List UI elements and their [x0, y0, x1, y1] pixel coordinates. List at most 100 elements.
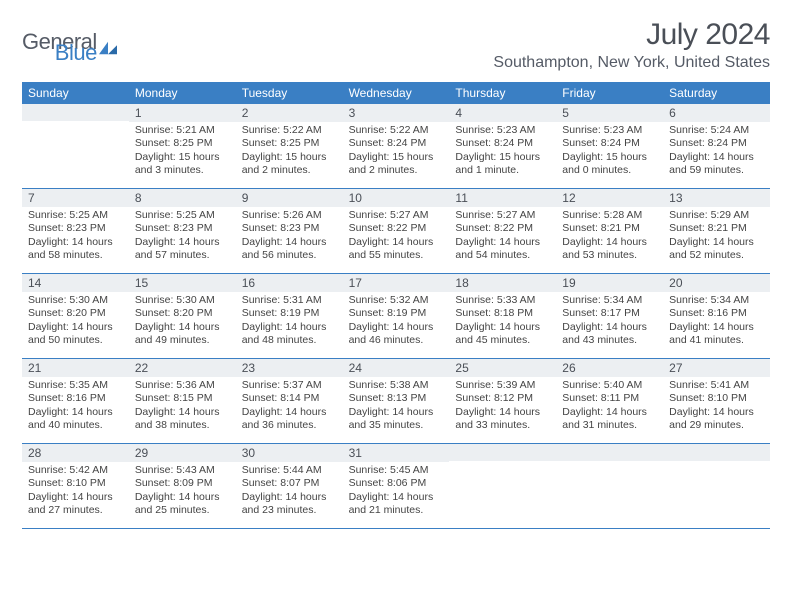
daylight-text: Daylight: 15 hours and 3 minutes.	[135, 151, 230, 178]
sunset-text: Sunset: 8:11 PM	[562, 392, 657, 405]
weekday-label: Thursday	[449, 82, 556, 104]
sunset-text: Sunset: 8:16 PM	[28, 392, 123, 405]
day-cell: 14Sunrise: 5:30 AMSunset: 8:20 PMDayligh…	[22, 274, 129, 358]
sunset-text: Sunset: 8:19 PM	[349, 307, 444, 320]
sunrise-text: Sunrise: 5:30 AM	[28, 294, 123, 307]
sunrise-text: Sunrise: 5:22 AM	[242, 124, 337, 137]
day-cell: 21Sunrise: 5:35 AMSunset: 8:16 PMDayligh…	[22, 359, 129, 443]
day-content: Sunrise: 5:27 AMSunset: 8:22 PMDaylight:…	[343, 207, 450, 267]
day-number: 17	[343, 274, 450, 292]
day-content: Sunrise: 5:43 AMSunset: 8:09 PMDaylight:…	[129, 462, 236, 522]
day-number: 24	[343, 359, 450, 377]
day-number: 15	[129, 274, 236, 292]
day-cell: 20Sunrise: 5:34 AMSunset: 8:16 PMDayligh…	[663, 274, 770, 358]
sunrise-text: Sunrise: 5:30 AM	[135, 294, 230, 307]
day-number: 22	[129, 359, 236, 377]
sunset-text: Sunset: 8:24 PM	[349, 137, 444, 150]
day-content: Sunrise: 5:28 AMSunset: 8:21 PMDaylight:…	[556, 207, 663, 267]
day-number: 18	[449, 274, 556, 292]
day-number: 12	[556, 189, 663, 207]
day-number: 13	[663, 189, 770, 207]
daylight-text: Daylight: 15 hours and 2 minutes.	[242, 151, 337, 178]
daylight-text: Daylight: 14 hours and 49 minutes.	[135, 321, 230, 348]
day-cell: 4Sunrise: 5:23 AMSunset: 8:24 PMDaylight…	[449, 104, 556, 188]
day-content: Sunrise: 5:25 AMSunset: 8:23 PMDaylight:…	[129, 207, 236, 267]
day-cell: 18Sunrise: 5:33 AMSunset: 8:18 PMDayligh…	[449, 274, 556, 358]
page: General Blue July 2024 Southampton, New …	[0, 0, 792, 539]
sunset-text: Sunset: 8:24 PM	[669, 137, 764, 150]
week-row: 1Sunrise: 5:21 AMSunset: 8:25 PMDaylight…	[22, 104, 770, 189]
sunset-text: Sunset: 8:23 PM	[135, 222, 230, 235]
sunrise-text: Sunrise: 5:45 AM	[349, 464, 444, 477]
daylight-text: Daylight: 14 hours and 29 minutes.	[669, 406, 764, 433]
sunset-text: Sunset: 8:10 PM	[28, 477, 123, 490]
weekday-label: Sunday	[22, 82, 129, 104]
daylight-text: Daylight: 14 hours and 27 minutes.	[28, 491, 123, 518]
day-number	[556, 444, 663, 461]
weekday-label: Friday	[556, 82, 663, 104]
header: General Blue July 2024 Southampton, New …	[22, 18, 770, 72]
weekday-label: Saturday	[663, 82, 770, 104]
sunrise-text: Sunrise: 5:25 AM	[135, 209, 230, 222]
day-cell: 3Sunrise: 5:22 AMSunset: 8:24 PMDaylight…	[343, 104, 450, 188]
sunrise-text: Sunrise: 5:40 AM	[562, 379, 657, 392]
sunset-text: Sunset: 8:07 PM	[242, 477, 337, 490]
daylight-text: Daylight: 15 hours and 1 minute.	[455, 151, 550, 178]
day-number: 25	[449, 359, 556, 377]
day-number: 9	[236, 189, 343, 207]
day-number: 28	[22, 444, 129, 462]
sunset-text: Sunset: 8:09 PM	[135, 477, 230, 490]
day-number: 31	[343, 444, 450, 462]
day-cell: 26Sunrise: 5:40 AMSunset: 8:11 PMDayligh…	[556, 359, 663, 443]
day-content: Sunrise: 5:34 AMSunset: 8:17 PMDaylight:…	[556, 292, 663, 352]
day-cell: 17Sunrise: 5:32 AMSunset: 8:19 PMDayligh…	[343, 274, 450, 358]
day-content	[556, 461, 663, 467]
week-row: 14Sunrise: 5:30 AMSunset: 8:20 PMDayligh…	[22, 274, 770, 359]
sunset-text: Sunset: 8:22 PM	[349, 222, 444, 235]
calendar: Sunday Monday Tuesday Wednesday Thursday…	[22, 82, 770, 529]
day-content: Sunrise: 5:21 AMSunset: 8:25 PMDaylight:…	[129, 122, 236, 182]
sunrise-text: Sunrise: 5:34 AM	[562, 294, 657, 307]
day-content: Sunrise: 5:35 AMSunset: 8:16 PMDaylight:…	[22, 377, 129, 437]
sunset-text: Sunset: 8:18 PM	[455, 307, 550, 320]
sunrise-text: Sunrise: 5:35 AM	[28, 379, 123, 392]
day-content: Sunrise: 5:32 AMSunset: 8:19 PMDaylight:…	[343, 292, 450, 352]
location-text: Southampton, New York, United States	[493, 54, 770, 72]
daylight-text: Daylight: 14 hours and 35 minutes.	[349, 406, 444, 433]
daylight-text: Daylight: 14 hours and 36 minutes.	[242, 406, 337, 433]
sunset-text: Sunset: 8:20 PM	[28, 307, 123, 320]
day-content: Sunrise: 5:45 AMSunset: 8:06 PMDaylight:…	[343, 462, 450, 522]
day-cell	[556, 444, 663, 528]
day-number: 2	[236, 104, 343, 122]
day-cell: 25Sunrise: 5:39 AMSunset: 8:12 PMDayligh…	[449, 359, 556, 443]
day-cell: 24Sunrise: 5:38 AMSunset: 8:13 PMDayligh…	[343, 359, 450, 443]
sunrise-text: Sunrise: 5:25 AM	[28, 209, 123, 222]
sunset-text: Sunset: 8:15 PM	[135, 392, 230, 405]
day-number: 29	[129, 444, 236, 462]
sunrise-text: Sunrise: 5:21 AM	[135, 124, 230, 137]
daylight-text: Daylight: 14 hours and 25 minutes.	[135, 491, 230, 518]
day-number: 5	[556, 104, 663, 122]
day-number: 21	[22, 359, 129, 377]
weekday-label: Wednesday	[343, 82, 450, 104]
daylight-text: Daylight: 15 hours and 0 minutes.	[562, 151, 657, 178]
day-number: 23	[236, 359, 343, 377]
day-cell: 19Sunrise: 5:34 AMSunset: 8:17 PMDayligh…	[556, 274, 663, 358]
day-content: Sunrise: 5:22 AMSunset: 8:25 PMDaylight:…	[236, 122, 343, 182]
day-number	[449, 444, 556, 461]
sunset-text: Sunset: 8:14 PM	[242, 392, 337, 405]
day-cell: 27Sunrise: 5:41 AMSunset: 8:10 PMDayligh…	[663, 359, 770, 443]
day-cell	[449, 444, 556, 528]
day-cell: 6Sunrise: 5:24 AMSunset: 8:24 PMDaylight…	[663, 104, 770, 188]
day-content: Sunrise: 5:33 AMSunset: 8:18 PMDaylight:…	[449, 292, 556, 352]
day-cell: 29Sunrise: 5:43 AMSunset: 8:09 PMDayligh…	[129, 444, 236, 528]
day-content	[663, 461, 770, 467]
sunrise-text: Sunrise: 5:29 AM	[669, 209, 764, 222]
day-cell	[663, 444, 770, 528]
day-cell: 15Sunrise: 5:30 AMSunset: 8:20 PMDayligh…	[129, 274, 236, 358]
day-number: 11	[449, 189, 556, 207]
day-content: Sunrise: 5:22 AMSunset: 8:24 PMDaylight:…	[343, 122, 450, 182]
day-cell: 9Sunrise: 5:26 AMSunset: 8:23 PMDaylight…	[236, 189, 343, 273]
sunset-text: Sunset: 8:22 PM	[455, 222, 550, 235]
day-content: Sunrise: 5:23 AMSunset: 8:24 PMDaylight:…	[449, 122, 556, 182]
